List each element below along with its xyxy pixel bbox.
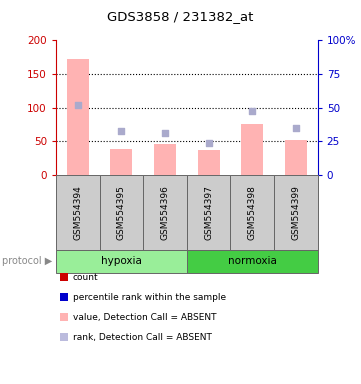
Text: protocol ▶: protocol ▶: [2, 256, 52, 266]
Bar: [198, 150, 219, 175]
Text: rank, Detection Call = ABSENT: rank, Detection Call = ABSENT: [73, 333, 212, 342]
Text: GDS3858 / 231382_at: GDS3858 / 231382_at: [107, 10, 254, 23]
Text: percentile rank within the sample: percentile rank within the sample: [73, 293, 226, 302]
Text: GSM554396: GSM554396: [161, 185, 170, 240]
Point: [249, 108, 255, 114]
Bar: [154, 144, 176, 175]
Text: GSM554394: GSM554394: [73, 185, 82, 240]
Point: [206, 140, 212, 146]
Point: [162, 130, 168, 136]
Bar: [67, 59, 89, 175]
Text: GSM554398: GSM554398: [248, 185, 257, 240]
Text: normoxia: normoxia: [228, 256, 277, 266]
Point: [75, 102, 81, 108]
Bar: [242, 124, 263, 175]
Text: GSM554395: GSM554395: [117, 185, 126, 240]
Point: [118, 128, 124, 134]
Bar: [285, 141, 307, 175]
Text: GSM554397: GSM554397: [204, 185, 213, 240]
Point: [293, 124, 299, 131]
Bar: [110, 149, 132, 175]
Text: value, Detection Call = ABSENT: value, Detection Call = ABSENT: [73, 313, 217, 322]
Text: count: count: [73, 273, 99, 282]
Text: hypoxia: hypoxia: [101, 256, 142, 266]
Text: GSM554399: GSM554399: [291, 185, 300, 240]
